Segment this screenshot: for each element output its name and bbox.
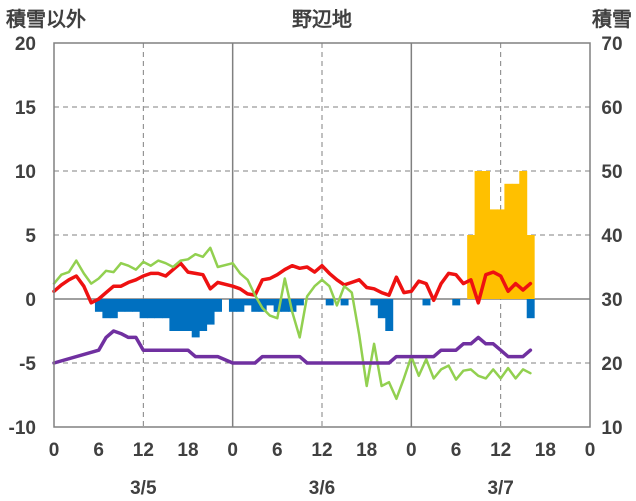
blue-bar <box>102 299 111 319</box>
blue-bar <box>199 299 208 331</box>
right-ytick-label: 10 <box>601 418 622 439</box>
blue-bar <box>236 299 245 312</box>
blue-bar <box>422 299 431 306</box>
blue-bar <box>370 299 379 306</box>
blue-bar <box>132 299 141 312</box>
x-tick-label: 6 <box>272 440 283 461</box>
snow-depth-bar <box>496 209 505 299</box>
blue-bar <box>243 299 252 306</box>
blue-bar <box>258 299 267 312</box>
x-tick-label: 0 <box>406 440 417 461</box>
blue-bar <box>377 299 386 319</box>
blue-bar <box>228 299 237 312</box>
x-tick-label: 6 <box>451 440 462 461</box>
date-label: 3/6 <box>309 478 335 499</box>
snow-depth-bar <box>482 171 490 299</box>
blue-bar <box>214 299 222 312</box>
blue-bar <box>124 299 133 312</box>
right-ytick-label: 50 <box>601 162 622 183</box>
blue-bar <box>184 299 193 331</box>
blue-bar <box>206 299 215 325</box>
blue-bar <box>385 299 394 331</box>
series-line-purple <box>52 329 533 365</box>
series-lines <box>52 246 533 401</box>
blue-bar <box>154 299 163 319</box>
series-line-red <box>52 261 533 305</box>
snow-depth-bar <box>511 183 520 299</box>
date-label: 3/7 <box>487 478 513 499</box>
right-axis-label: 積雪 <box>592 8 632 31</box>
plot-frame <box>53 42 591 428</box>
x-tick-label: 18 <box>535 440 556 461</box>
snow-depth-bar <box>474 171 483 299</box>
x-tick-label: 6 <box>93 440 104 461</box>
x-tick-label: 12 <box>311 440 332 461</box>
x-tick-label: 0 <box>227 440 238 461</box>
bars <box>94 171 535 338</box>
x-tick-label: 0 <box>585 440 596 461</box>
blue-bar <box>273 299 282 312</box>
blue-bar <box>169 299 178 331</box>
left-ytick-label: -10 <box>9 418 36 439</box>
snow-depth-bar <box>526 235 535 299</box>
blue-bar <box>325 299 334 306</box>
blue-bar <box>281 299 289 312</box>
right-ytick-label: 20 <box>601 354 622 375</box>
left-ytick-label: 20 <box>15 34 36 55</box>
blue-bar <box>452 299 461 306</box>
left-ytick-label: 10 <box>15 162 36 183</box>
x-tick-label: 18 <box>177 440 198 461</box>
left-ytick-label: 15 <box>15 98 37 119</box>
blue-bar <box>191 299 200 338</box>
left-ytick-label: -5 <box>19 354 36 375</box>
snow-depth-bar <box>519 171 528 299</box>
left-ytick-label: 0 <box>25 290 36 311</box>
right-ytick-label: 60 <box>601 98 622 119</box>
x-tick-label: 12 <box>133 440 154 461</box>
blue-bar <box>139 299 148 319</box>
blue-bar <box>526 299 535 319</box>
blue-bar <box>147 299 155 319</box>
plot-border <box>53 42 591 428</box>
blue-bar <box>109 299 118 319</box>
blue-bar <box>340 299 349 306</box>
right-ytick-label: 30 <box>601 290 622 311</box>
chart-title: 野辺地 <box>292 8 352 31</box>
date-label: 3/5 <box>130 478 157 499</box>
blue-bar <box>176 299 185 331</box>
blue-bar <box>266 299 275 306</box>
blue-bar <box>117 299 126 312</box>
snow-depth-bar <box>489 209 498 299</box>
blue-bar <box>295 299 304 306</box>
x-tick-label: 0 <box>49 440 60 461</box>
blue-bar <box>251 299 260 312</box>
x-tick-label: 18 <box>356 440 377 461</box>
right-ytick-label: 40 <box>601 226 622 247</box>
x-tick-label: 12 <box>490 440 511 461</box>
blue-bar <box>94 299 103 312</box>
series-line-green <box>52 246 532 401</box>
left-axis-label: 積雪以外 <box>6 7 86 31</box>
blue-bar <box>161 299 170 319</box>
snow-depth-bar <box>504 183 513 299</box>
blue-bar <box>288 299 297 312</box>
snow-depth-bar <box>467 235 476 299</box>
left-ytick-label: 5 <box>25 226 36 247</box>
right-ytick-label: 70 <box>601 34 622 55</box>
